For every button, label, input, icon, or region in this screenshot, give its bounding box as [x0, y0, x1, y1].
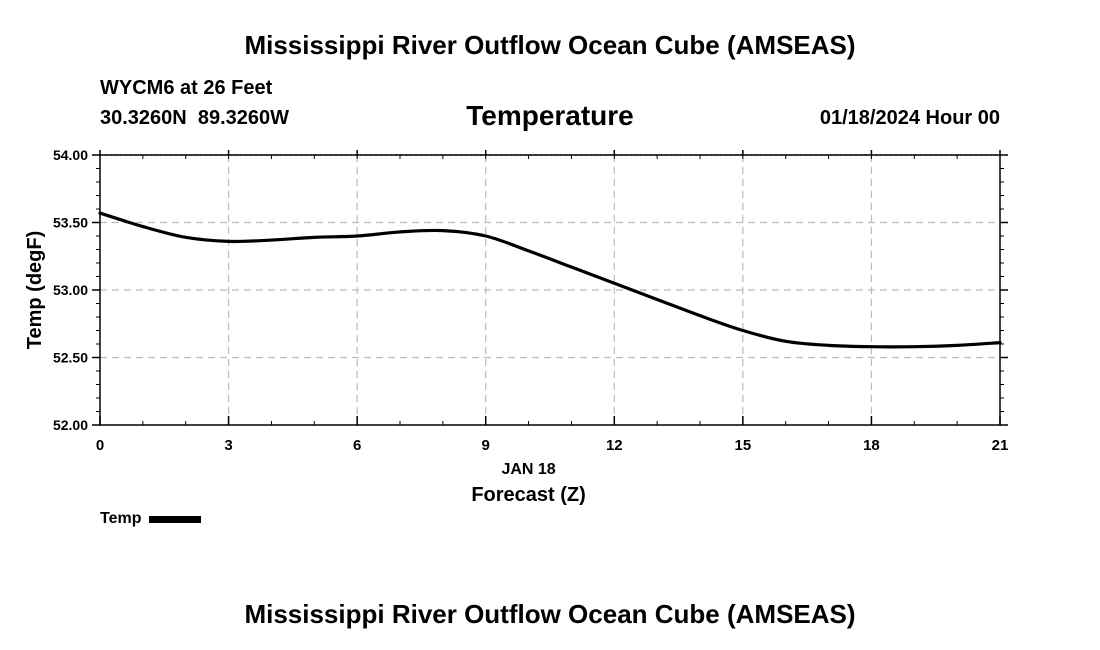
footer-title: Mississippi River Outflow Ocean Cube (AM…: [244, 599, 856, 629]
y-tick-label: 52.50: [53, 350, 88, 366]
x-tick-label: 0: [96, 437, 104, 454]
station-label: WYCM6 at 26 Feet: [100, 77, 273, 99]
y-tick-label: 52.00: [53, 417, 88, 433]
series-line-temp: [98, 211, 1002, 349]
y-axis-label: Temp (degF): [24, 231, 46, 350]
x-tick-label: 21: [992, 437, 1009, 454]
legend: Temp: [100, 510, 202, 528]
major-ticks: [92, 150, 1008, 426]
grid-lines: [100, 154, 1000, 425]
y-tick-label: 54.00: [53, 147, 88, 163]
x-tick-label: 12: [606, 437, 623, 454]
series-layer: [98, 211, 1002, 349]
x-tick-label: 6: [353, 437, 361, 454]
y-tick-labels: 52.00 52.50 53.00 53.50 54.00: [53, 147, 88, 433]
y-tick-label: 53.50: [53, 215, 88, 231]
coordinates-label: 30.3260N 89.3260W: [100, 107, 290, 129]
x-tick-label: 3: [224, 437, 232, 454]
main-title: Mississippi River Outflow Ocean Cube (AM…: [244, 30, 856, 60]
forecast-datetime: 01/18/2024 Hour 00: [819, 107, 1000, 129]
x-axis-label: Forecast (Z): [471, 484, 585, 506]
x-tick-label: 9: [482, 437, 490, 454]
y-tick-label: 53.00: [53, 282, 88, 298]
legend-swatch: [149, 515, 202, 523]
x-tick-labels: 0 3 6 9 12 15 18 21: [96, 437, 1009, 454]
x-axis-date-label: JAN 18: [501, 461, 555, 478]
x-tick-label: 15: [735, 437, 752, 454]
x-tick-label: 18: [863, 437, 880, 454]
chart-subtitle: Temperature: [466, 100, 634, 131]
legend-label: Temp: [100, 510, 142, 527]
